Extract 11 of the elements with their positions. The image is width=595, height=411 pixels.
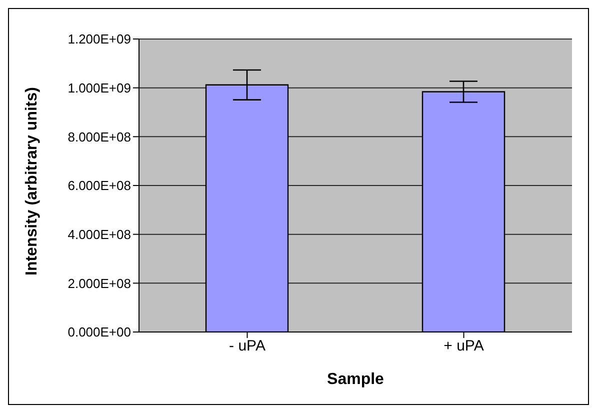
y-tick-label: 2.000E+08 bbox=[68, 276, 131, 291]
x-tick-label: + uPA bbox=[444, 338, 484, 355]
x-tick-label: - uPA bbox=[229, 338, 266, 355]
y-tick-label: 4.000E+08 bbox=[68, 226, 131, 242]
y-axis-title: Intensity (arbitrary units) bbox=[24, 87, 41, 276]
y-tick-label: 0.000E+00 bbox=[68, 324, 131, 340]
y-tick-label: 6.000E+08 bbox=[68, 178, 131, 194]
y-tick-label: 8.000E+08 bbox=[68, 129, 131, 144]
y-tick-label: 1.200E+09 bbox=[68, 32, 131, 47]
x-axis-title: Sample bbox=[327, 371, 384, 388]
y-tick-label: 1.000E+09 bbox=[68, 80, 131, 96]
